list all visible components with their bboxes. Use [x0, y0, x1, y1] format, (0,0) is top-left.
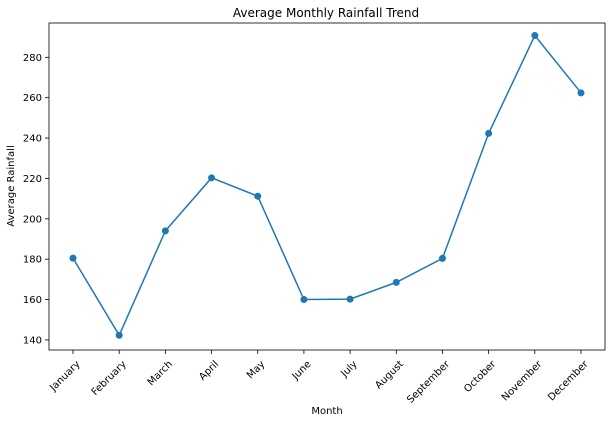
chart-title: Average Monthly Rainfall Trend: [233, 6, 419, 20]
data-point: [115, 331, 123, 339]
y-tick-label: 220: [23, 174, 42, 185]
data-point: [161, 227, 169, 235]
data-point: [531, 32, 539, 40]
y-tick-label: 160: [23, 295, 42, 306]
y-tick-label: 260: [23, 93, 42, 104]
y-tick-label: 280: [23, 53, 42, 64]
y-tick-label: 240: [23, 134, 42, 145]
data-point: [577, 89, 585, 97]
data-point: [392, 278, 400, 286]
data-point: [346, 295, 354, 303]
series-line: [72, 34, 582, 337]
data-point: [300, 296, 308, 304]
y-axis: 140 160 180 200 220 240 260 280: [23, 53, 49, 346]
y-axis-label: Average Rainfall: [6, 145, 17, 226]
y-tick-label: 180: [23, 255, 42, 266]
plot-frame: [48, 22, 606, 351]
data-point: [69, 254, 77, 262]
data-point: [208, 174, 216, 182]
data-point: [438, 254, 446, 262]
x-axis-label: Month: [311, 406, 342, 417]
y-tick-label: 140: [23, 335, 42, 346]
series-layer: [69, 32, 585, 339]
data-point: [485, 129, 493, 137]
data-point: [254, 192, 262, 200]
y-tick-label: 200: [23, 214, 42, 225]
